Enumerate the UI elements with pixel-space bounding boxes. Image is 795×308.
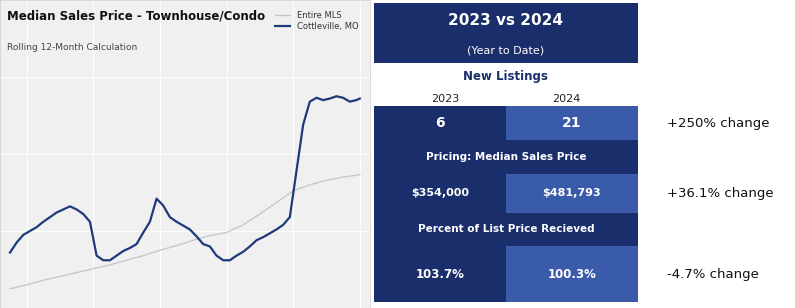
- Text: +36.1% change: +36.1% change: [668, 187, 774, 200]
- Text: (Year to Date): (Year to Date): [467, 45, 545, 55]
- Text: 2024: 2024: [553, 94, 580, 103]
- Text: New Listings: New Listings: [463, 71, 549, 83]
- FancyBboxPatch shape: [374, 246, 506, 302]
- FancyBboxPatch shape: [374, 174, 506, 213]
- Legend: Entire MLS, Cottleville, MO: Entire MLS, Cottleville, MO: [272, 7, 362, 34]
- FancyBboxPatch shape: [506, 174, 638, 213]
- Text: 100.3%: 100.3%: [547, 268, 596, 281]
- Text: $354,000: $354,000: [411, 188, 469, 198]
- FancyBboxPatch shape: [374, 106, 506, 140]
- FancyBboxPatch shape: [506, 106, 638, 140]
- Text: Rolling 12-Month Calculation: Rolling 12-Month Calculation: [7, 43, 138, 52]
- Text: Median Sales Price - Townhouse/Condo: Median Sales Price - Townhouse/Condo: [7, 9, 266, 22]
- FancyBboxPatch shape: [374, 63, 638, 106]
- Text: 21: 21: [562, 116, 581, 130]
- Text: 6: 6: [435, 116, 444, 130]
- Text: Pricing: Median Sales Price: Pricing: Median Sales Price: [425, 152, 586, 162]
- FancyBboxPatch shape: [374, 140, 638, 174]
- Text: 103.7%: 103.7%: [416, 268, 464, 281]
- Text: Percent of List Price Recieved: Percent of List Price Recieved: [417, 225, 594, 234]
- FancyBboxPatch shape: [374, 213, 638, 246]
- Text: 2023: 2023: [431, 94, 460, 103]
- Text: 2023 vs 2024: 2023 vs 2024: [448, 13, 564, 28]
- Text: $481,793: $481,793: [542, 188, 601, 198]
- FancyBboxPatch shape: [374, 3, 638, 63]
- Text: -4.7% change: -4.7% change: [668, 268, 759, 281]
- FancyBboxPatch shape: [506, 246, 638, 302]
- Text: +250% change: +250% change: [668, 117, 770, 130]
